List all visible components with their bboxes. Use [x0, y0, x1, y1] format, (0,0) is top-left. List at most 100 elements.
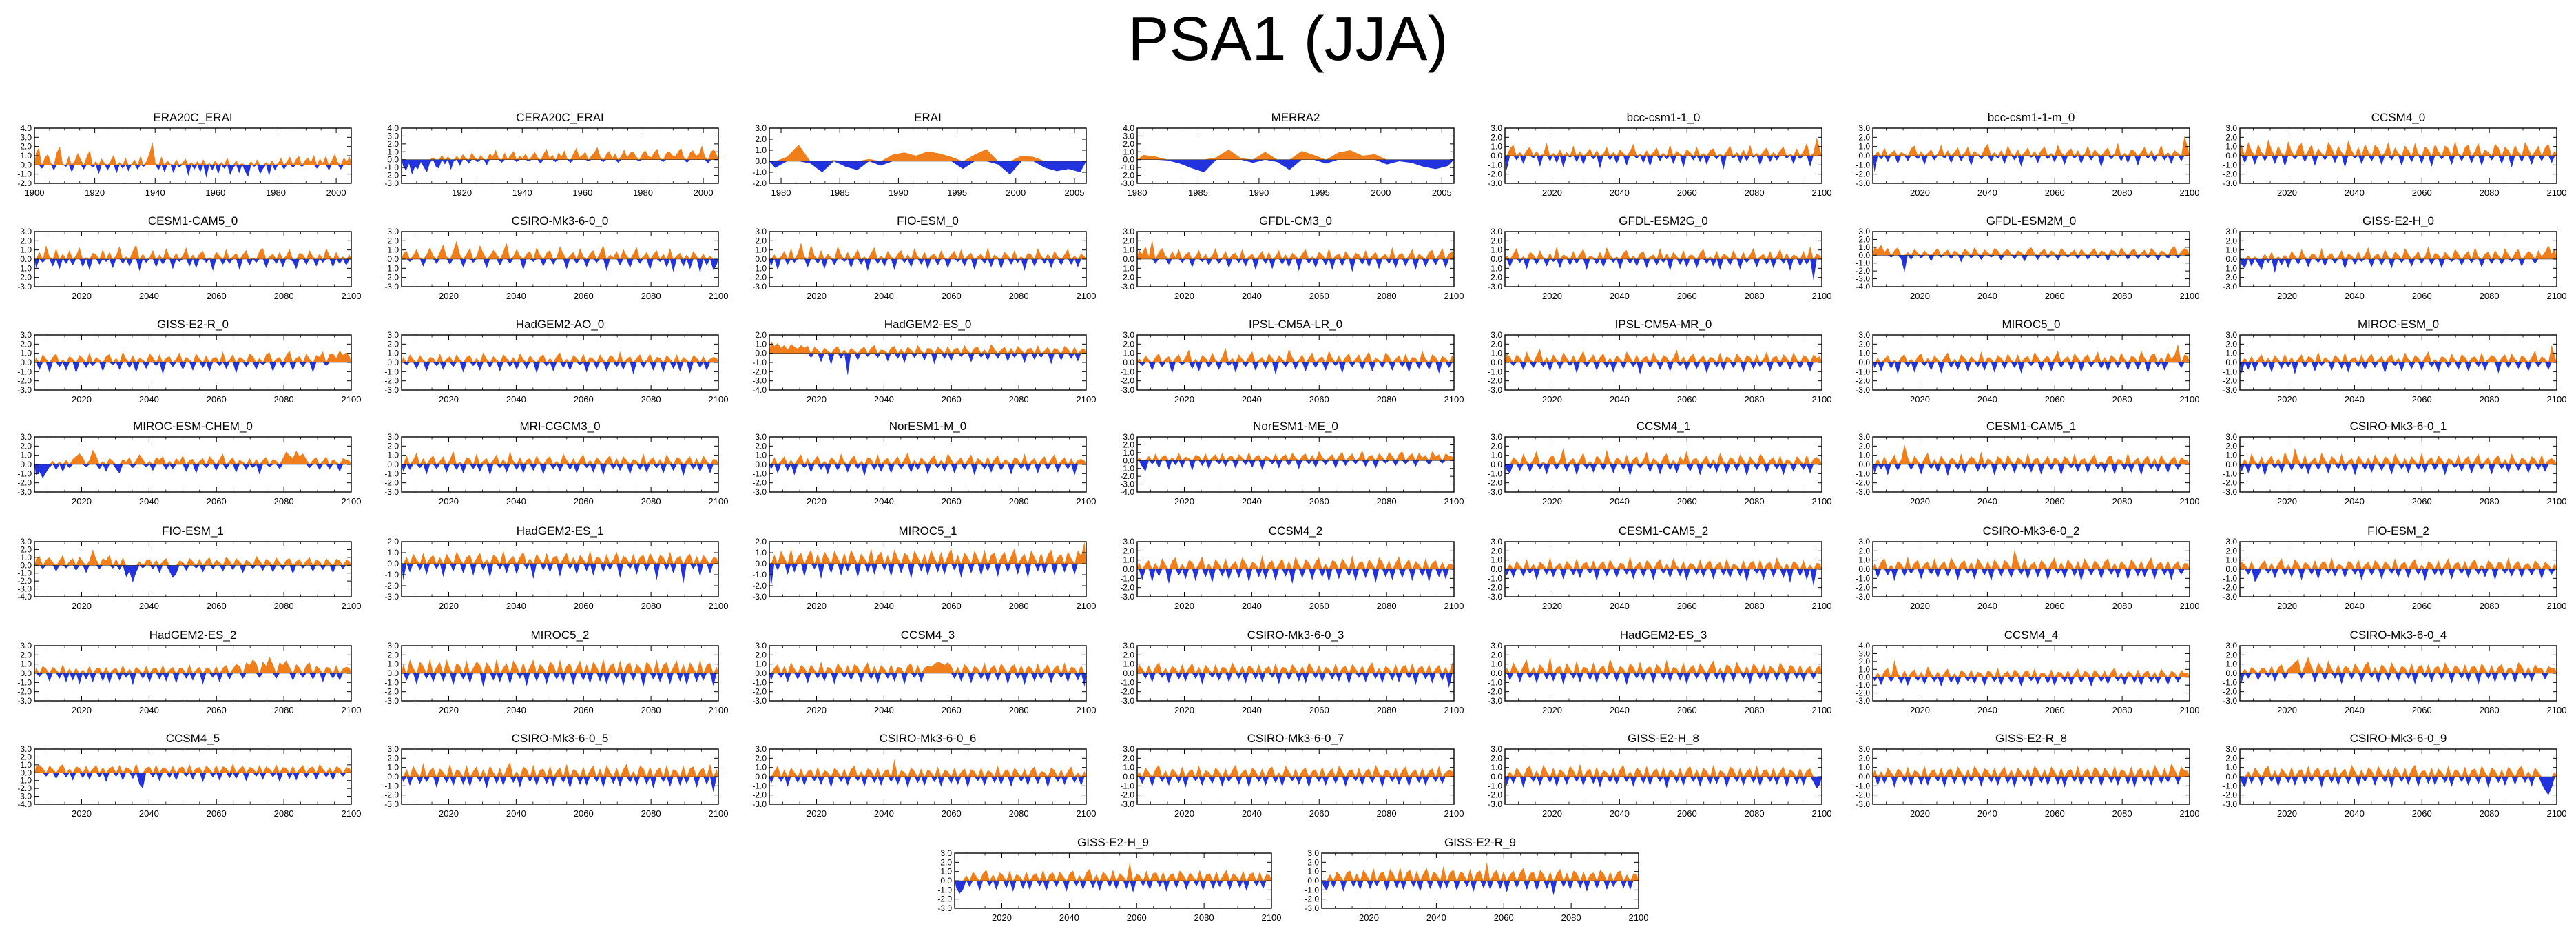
- y-tick-label: 1.0: [1858, 451, 1870, 460]
- negative-anomaly-area: [955, 881, 1271, 894]
- negative-anomaly-area: [1505, 777, 1822, 789]
- x-tick-label: 2100: [2180, 291, 2200, 301]
- x-tick-label: 2040: [2345, 808, 2365, 819]
- y-tick-label: 3.0: [1490, 744, 1502, 754]
- x-tick-label: 2040: [1426, 912, 1446, 923]
- negative-anomaly-area: [402, 362, 718, 375]
- panel-title: GISS-E2-H_8: [1628, 732, 1699, 745]
- y-tick-label: -2.0: [2223, 790, 2237, 800]
- panel-title: GISS-E2-R_8: [1995, 732, 2067, 745]
- y-tick-label: 0.0: [2225, 564, 2237, 574]
- y-tick-label: -1.0: [17, 263, 32, 273]
- y-tick-label: 1.0: [2225, 555, 2237, 565]
- y-tick-label: -1.0: [752, 358, 767, 367]
- y-tick-label: 1.0: [1123, 245, 1134, 255]
- chart-panel: MIROC5_0 3.02.01.00.0-1.0-2.0-3.0 2020 2040…: [1856, 318, 2199, 405]
- x-tick-label: 2100: [342, 291, 362, 301]
- positive-anomaly-area: [769, 542, 1086, 564]
- x-tick-label: 2080: [1745, 187, 1765, 198]
- y-tick-label: -3.0: [1120, 385, 1134, 395]
- x-tick-label: 2060: [942, 394, 962, 405]
- y-tick-label: -1.0: [384, 367, 399, 376]
- y-tick-label: 3.0: [387, 131, 399, 141]
- x-tick-label: 2020: [2277, 601, 2297, 611]
- chart-panel: GFDL-CM3_0 3.02.01.00.0-1.0-2.0-3.0 2020 20…: [1120, 214, 1464, 301]
- negative-anomaly-area: [1137, 362, 1454, 375]
- x-tick-label: 2080: [274, 808, 294, 819]
- y-tick-label: 2.0: [755, 441, 767, 451]
- page-title: PSA1 (JJA): [1128, 5, 1448, 74]
- x-tick-label: 2020: [1542, 394, 1562, 405]
- x-tick-label: 2080: [641, 496, 661, 507]
- panel-title: CSIRO-Mk3-6-0_0: [512, 214, 609, 227]
- x-tick-label: 2080: [2480, 291, 2500, 301]
- y-tick-label: 1.0: [1858, 349, 1870, 358]
- x-tick-label: 2100: [709, 601, 729, 611]
- y-tick-label: -2.0: [1856, 478, 1870, 488]
- y-tick-label: 3.0: [387, 227, 399, 236]
- x-tick-label: 1960: [205, 187, 225, 198]
- chart-panel: NorESM1-ME_0 3.02.01.00.0-1.0-2.0-3.0-4.0…: [1120, 420, 1464, 507]
- negative-anomaly-area: [1873, 677, 2190, 687]
- positive-anomaly-area: [2240, 448, 2557, 464]
- panel-title: CESM1-CAM5_1: [1986, 420, 2076, 433]
- y-tick-label: 3.0: [2225, 641, 2237, 651]
- panel-title: CSIRO-Mk3-6-0_1: [2350, 420, 2447, 433]
- positive-anomaly-area: [402, 351, 718, 362]
- x-tick-label: 2100: [1812, 808, 1832, 819]
- y-tick-label: 1.0: [20, 451, 32, 460]
- positive-anomaly-area: [1505, 764, 1822, 777]
- x-tick-label: 2040: [874, 394, 894, 405]
- y-tick-label: -1.0: [752, 677, 767, 687]
- x-tick-label: 2020: [2277, 496, 2297, 507]
- y-tick-label: -1.0: [384, 781, 399, 790]
- y-tick-label: 2.0: [755, 753, 767, 763]
- negative-anomaly-area: [1873, 156, 2190, 172]
- x-tick-label: 2080: [274, 394, 294, 405]
- y-tick-label: 2.0: [1490, 236, 1502, 245]
- y-tick-label: -1.0: [17, 367, 32, 376]
- positive-anomaly-area: [1505, 349, 1822, 362]
- y-tick-label: 2.0: [20, 544, 32, 554]
- x-tick-label: 2060: [1309, 394, 1329, 405]
- y-tick-label: -2.0: [2223, 687, 2237, 697]
- negative-anomaly-area: [1137, 569, 1454, 584]
- y-tick-label: 0.0: [387, 460, 399, 469]
- x-tick-label: 2100: [1812, 291, 1832, 301]
- x-tick-label: 2020: [1910, 496, 1930, 507]
- panel-title: HadGEM2-ES_3: [1620, 628, 1707, 642]
- negative-anomaly-area: [402, 464, 718, 477]
- negative-anomaly-area: [1873, 464, 2190, 477]
- y-tick-label: -2.0: [17, 273, 32, 283]
- y-tick-label: -3.0: [752, 696, 767, 706]
- y-tick-label: -1.0: [1305, 885, 1319, 894]
- panel-title: CESM1-CAM5_0: [148, 214, 238, 227]
- x-tick-label: 2060: [2412, 601, 2432, 611]
- y-tick-label: -4.0: [1856, 282, 1870, 291]
- y-tick-label: -2.0: [1120, 376, 1134, 386]
- y-tick-label: 2.0: [1858, 441, 1870, 451]
- x-tick-label: 2040: [1242, 394, 1262, 405]
- y-tick-label: -1.0: [937, 885, 952, 894]
- x-tick-label: 2100: [1262, 912, 1282, 923]
- panel-title: IPSL-CM5A-MR_0: [1615, 318, 1712, 331]
- positive-anomaly-area: [1505, 657, 1822, 673]
- y-tick-label: -3.0: [17, 385, 32, 395]
- plot-frame: [1136, 127, 1455, 184]
- x-tick-label: 2040: [2345, 601, 2365, 611]
- x-tick-label: 2080: [641, 394, 661, 405]
- x-tick-label: 2040: [139, 291, 159, 301]
- x-tick-label: 2040: [1977, 496, 1997, 507]
- y-tick-label: 0.0: [1490, 460, 1502, 469]
- y-tick-label: 3.0: [2225, 744, 2237, 754]
- y-tick-label: -1.0: [2223, 367, 2237, 376]
- y-tick-label: -2.0: [1488, 170, 1502, 179]
- x-tick-label: 2060: [942, 808, 962, 819]
- y-tick-label: -2.0: [1120, 273, 1134, 283]
- negative-anomaly-area: [1505, 464, 1822, 477]
- y-tick-label: -3.0: [1120, 799, 1134, 809]
- y-tick-label: 1.0: [2225, 763, 2237, 773]
- chart-panel: CESM1-CAM5_2 3.02.01.00.0-1.0-2.0-3.0 2020…: [1488, 524, 1831, 611]
- x-tick-label: 2040: [1977, 394, 1997, 405]
- x-tick-label: 2040: [1610, 496, 1630, 507]
